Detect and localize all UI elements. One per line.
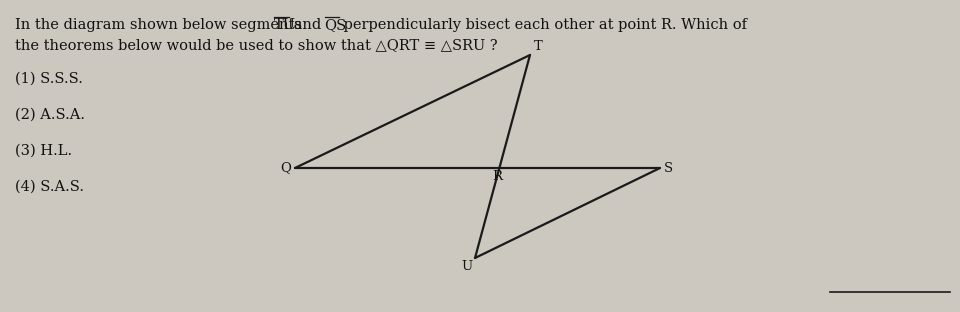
Text: (1) S.S.S.: (1) S.S.S. bbox=[15, 72, 83, 86]
Text: TU: TU bbox=[275, 18, 297, 32]
Text: S: S bbox=[664, 162, 673, 174]
Text: the theorems below would be used to show that △QRT ≡ △SRU ?: the theorems below would be used to show… bbox=[15, 38, 497, 52]
Text: R: R bbox=[492, 170, 502, 183]
Text: and: and bbox=[289, 18, 325, 32]
Text: In the diagram shown below segments: In the diagram shown below segments bbox=[15, 18, 306, 32]
Text: perpendicularly bisect each other at point R. Which of: perpendicularly bisect each other at poi… bbox=[339, 18, 747, 32]
Text: (3) H.L.: (3) H.L. bbox=[15, 144, 72, 158]
Text: (4) S.A.S.: (4) S.A.S. bbox=[15, 180, 84, 194]
Text: QS: QS bbox=[324, 18, 347, 32]
Text: U: U bbox=[462, 260, 473, 273]
Text: T: T bbox=[534, 40, 542, 53]
Text: Q: Q bbox=[280, 162, 291, 174]
Text: (2) A.S.A.: (2) A.S.A. bbox=[15, 108, 85, 122]
